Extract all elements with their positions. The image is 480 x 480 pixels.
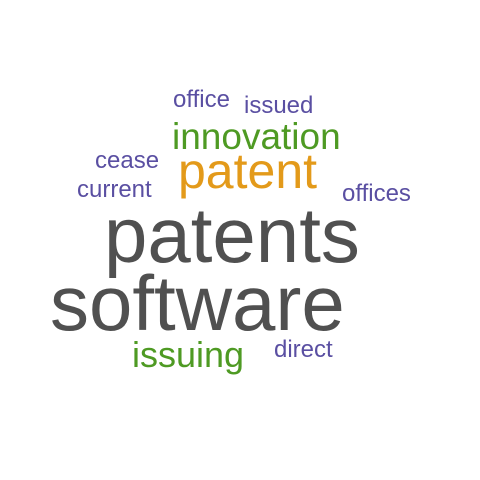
word-current: current xyxy=(77,176,152,203)
word-patent: patent xyxy=(178,143,318,199)
word-innovation: innovation xyxy=(172,116,341,157)
word-patents: patents xyxy=(104,191,360,279)
word-issued: issued xyxy=(244,92,314,119)
word-issuing: issuing xyxy=(132,334,245,375)
word-offices: offices xyxy=(342,180,411,207)
word-cease: cease xyxy=(95,147,160,174)
word-office: office xyxy=(173,86,230,113)
word-software: software xyxy=(50,259,345,347)
word-direct: direct xyxy=(274,336,333,363)
